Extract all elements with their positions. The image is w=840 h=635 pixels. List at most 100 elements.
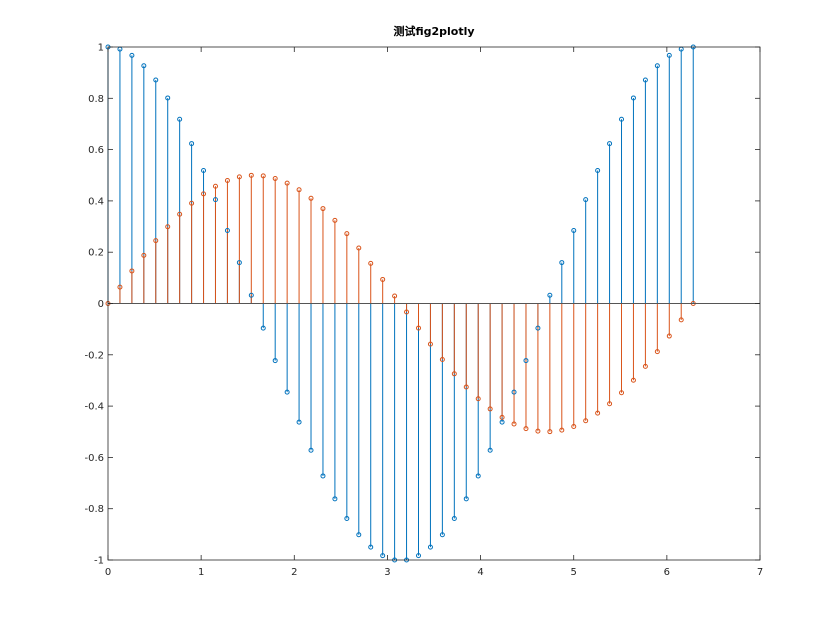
x-tick-label: 3 [384, 567, 390, 578]
stem-marker [165, 95, 171, 101]
y-tick-label: -1 [94, 556, 104, 567]
stem-marker [177, 211, 183, 217]
stem-marker [320, 473, 326, 479]
stem-marker [630, 95, 636, 101]
stem-marker [559, 427, 565, 433]
stem-marker [404, 309, 410, 315]
stem-marker [499, 414, 505, 420]
stem-marker [595, 410, 601, 416]
stem-marker [296, 187, 302, 193]
stem-marker [630, 377, 636, 383]
x-tick-label: 5 [571, 567, 577, 578]
stem-marker [201, 191, 207, 197]
stem-marker [248, 292, 254, 298]
stem-marker [619, 116, 625, 122]
stem-marker [559, 260, 565, 266]
stem-marker [260, 325, 266, 331]
stem-marker [583, 418, 589, 424]
stem-marker [308, 447, 314, 453]
stem-marker [535, 428, 541, 434]
x-tick-label: 4 [477, 567, 483, 578]
y-tick-label: 0.6 [88, 145, 104, 156]
stem-marker [547, 292, 553, 298]
stem-marker [260, 173, 266, 179]
stem-marker [523, 426, 529, 432]
stem-marker [368, 260, 374, 266]
y-tick-label: 0 [98, 299, 104, 310]
stem-marker [607, 401, 613, 407]
x-tick-label: 7 [757, 567, 763, 578]
stem-marker [427, 341, 433, 347]
stem-marker [666, 333, 672, 339]
stem-marker [332, 496, 338, 502]
stem-marker [320, 206, 326, 212]
stem-marker [654, 349, 660, 355]
stem-marker [463, 496, 469, 502]
y-tick-label: -0.4 [84, 402, 104, 413]
stem-marker [177, 116, 183, 122]
y-tick-label: 0.8 [88, 94, 104, 105]
stem-marker [475, 473, 481, 479]
stem-marker [451, 515, 457, 521]
y-tick-label: 0.2 [88, 248, 104, 259]
stem-marker [463, 384, 469, 390]
stem-marker [535, 325, 541, 331]
stem-marker [272, 175, 278, 181]
stem-marker [308, 195, 314, 201]
stem-marker [416, 325, 422, 331]
markers-layer [105, 44, 696, 563]
stem-marker [153, 238, 159, 244]
stem-marker [499, 419, 505, 425]
stem-marker [201, 168, 207, 174]
stem-marker [619, 390, 625, 396]
stem-marker [368, 544, 374, 550]
stem-marker [642, 363, 648, 369]
stem-marker [332, 217, 338, 223]
stem-marker [129, 52, 135, 58]
stem-marker [344, 231, 350, 237]
x-tick-label: 6 [664, 567, 670, 578]
stem-marker [416, 553, 422, 559]
x-tick-label: 0 [105, 567, 111, 578]
stem-marker [607, 141, 613, 147]
stem-marker [511, 421, 517, 427]
stem-marker [212, 183, 218, 189]
stem-marker [141, 252, 147, 258]
y-tick-label: -0.2 [84, 350, 104, 361]
stem-marker [129, 268, 135, 274]
stems-layer [107, 47, 694, 560]
stem-marker [451, 371, 457, 377]
stem-marker [487, 406, 493, 412]
stem-marker [344, 515, 350, 521]
stem-marker [189, 200, 195, 206]
stem-marker [153, 77, 159, 83]
stem-marker [487, 447, 493, 453]
stem-marker [523, 358, 529, 364]
stem-marker [236, 174, 242, 180]
stem-marker [595, 168, 601, 174]
x-tick-label: 1 [198, 567, 204, 578]
stem-marker [571, 423, 577, 429]
y-tick-label: -0.6 [84, 453, 104, 464]
stem-marker [380, 276, 386, 282]
stem-marker [654, 63, 660, 69]
stem-marker [583, 197, 589, 203]
stem-marker [547, 429, 553, 435]
x-axis: 0 1 2 3 4 5 6 7 [105, 47, 763, 578]
stem-marker [678, 317, 684, 323]
stem-marker [224, 228, 230, 234]
stem-marker [439, 356, 445, 362]
stem-marker [117, 284, 123, 290]
x-tick-label: 2 [291, 567, 297, 578]
stem-marker [427, 544, 433, 550]
stem-marker [571, 228, 577, 234]
stem-marker [236, 260, 242, 266]
stem-marker [439, 532, 445, 538]
y-tick-label: 1 [98, 43, 104, 54]
chart-title: 测试fig2plotly [393, 24, 474, 38]
stem-marker [296, 419, 302, 425]
stem-marker [284, 180, 290, 186]
y-axis: -1 -0.8 -0.6 -0.4 -0.2 0 0.2 0.4 0.6 0.8 1 [84, 43, 760, 567]
